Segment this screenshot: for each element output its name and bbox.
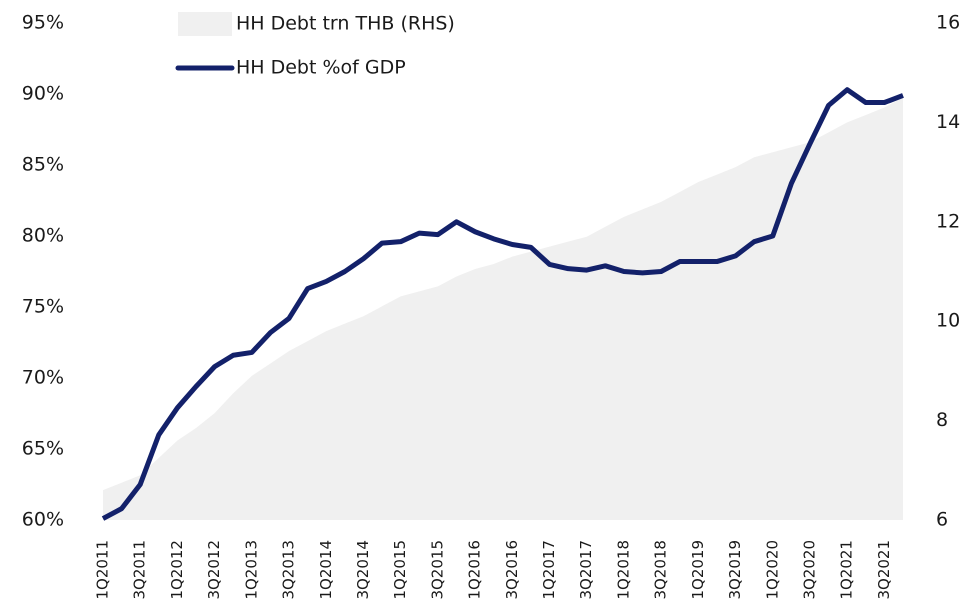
area: [103, 97, 903, 521]
x-tick-label: 1Q2020: [763, 540, 781, 600]
legend-swatch: [178, 12, 232, 36]
y2-tick-label: 8: [936, 409, 948, 431]
x-tick-label: 1Q2021: [838, 540, 856, 600]
x-tick-label: 3Q2018: [652, 540, 670, 600]
x-tick-label: 3Q2016: [503, 540, 521, 600]
y-tick-label: 95%: [22, 12, 64, 34]
x-tick-label: 3Q2017: [577, 540, 595, 600]
y-tick-label: 65%: [22, 438, 64, 460]
y-tick-label: 85%: [22, 154, 64, 176]
y-tick-label: 60%: [22, 509, 64, 531]
x-tick-label: 1Q2014: [317, 540, 335, 600]
x-tick-label: 1Q2016: [466, 540, 484, 600]
x-tick-label: 3Q2015: [428, 540, 446, 600]
x-tick-label: 1Q2015: [391, 540, 409, 600]
y2-tick-label: 6: [936, 509, 948, 531]
y-tick-label: 75%: [22, 296, 64, 318]
y2-tick-label: 14: [936, 111, 960, 133]
y2-tick-label: 16: [936, 12, 960, 34]
x-tick-label: 1Q2018: [614, 540, 632, 600]
x-tick-label: 1Q2011: [94, 540, 112, 600]
line: [101, 87, 904, 521]
x-tick-label: 3Q2013: [280, 540, 298, 600]
x-tick-label: 3Q2011: [131, 540, 149, 600]
x-tick-label: 3Q2021: [875, 540, 893, 600]
x-tick-label: 1Q2019: [689, 540, 707, 600]
x-tick-label: 3Q2012: [205, 540, 223, 600]
x-tick-label: 1Q2013: [242, 540, 260, 600]
y-tick-label: 90%: [22, 83, 64, 105]
y-tick-label: 80%: [22, 225, 64, 247]
x-tick-label: 1Q2012: [168, 540, 186, 600]
x-tick-label: 3Q2019: [726, 540, 744, 600]
y2-tick-label: 12: [936, 210, 960, 232]
y2-tick-label: 10: [936, 310, 960, 332]
x-tick-label: 3Q2014: [354, 540, 372, 600]
legend-label: HH Debt trn THB (RHS): [236, 13, 455, 35]
legend-label: HH Debt %of GDP: [236, 57, 406, 79]
y-tick-label: 70%: [22, 367, 64, 389]
x-tick-label: 3Q2020: [800, 540, 818, 600]
x-tick-label: 1Q2017: [540, 540, 558, 600]
